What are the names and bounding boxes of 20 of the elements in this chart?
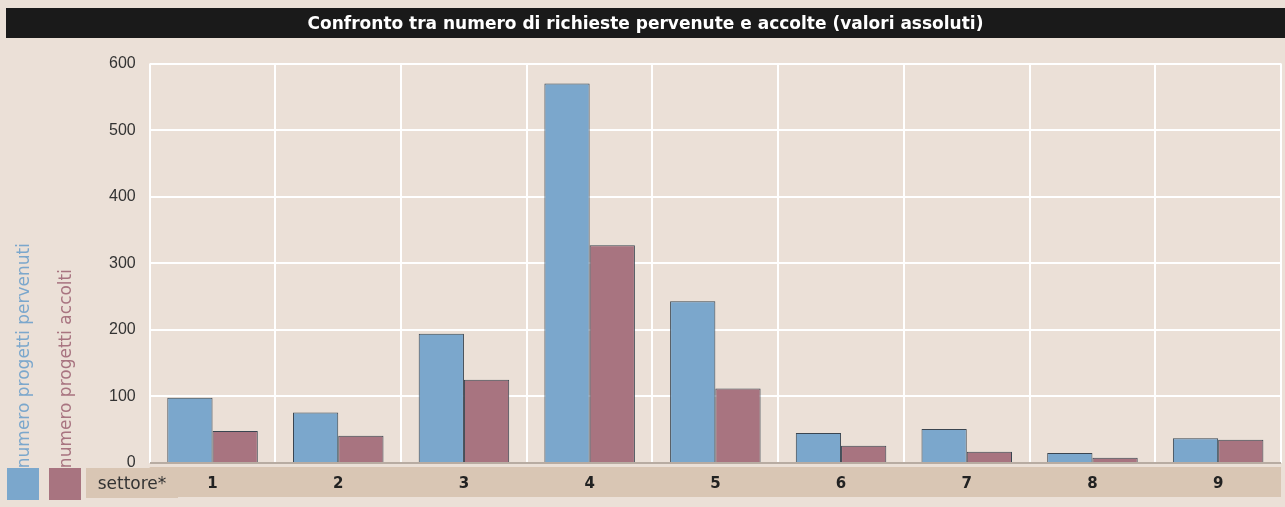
y-tick-label: 300 [108,253,136,271]
x-tick-label: 2 [333,473,344,492]
y-tick-label: 200 [108,320,136,338]
y-tick-label: 100 [108,386,136,404]
chart-title: Confronto tra numero di richieste pervenute e accolte (valori assoluti) [6,8,1285,38]
x-tick-label: 5 [710,473,721,492]
x-tick-label: 7 [961,473,972,492]
text: numero progetti pervenuti [13,242,33,468]
x-tick-label: 9 [1212,473,1224,492]
y-tick-label: 600 [108,54,136,72]
x-tick-label: 4 [584,473,595,492]
y-tick-label: 400 [108,187,136,205]
x-tick-label: 1 [207,473,218,492]
x-axis-title: settore* [97,473,167,493]
x-tick-label: 3 [458,473,470,492]
x-tick-label: 8 [1087,473,1098,492]
y-tick-label: 0 [126,453,136,471]
y-tick-label: 500 [108,120,136,138]
text: numero progetti accolti [55,268,75,468]
x-tick-label: 6 [835,473,847,492]
